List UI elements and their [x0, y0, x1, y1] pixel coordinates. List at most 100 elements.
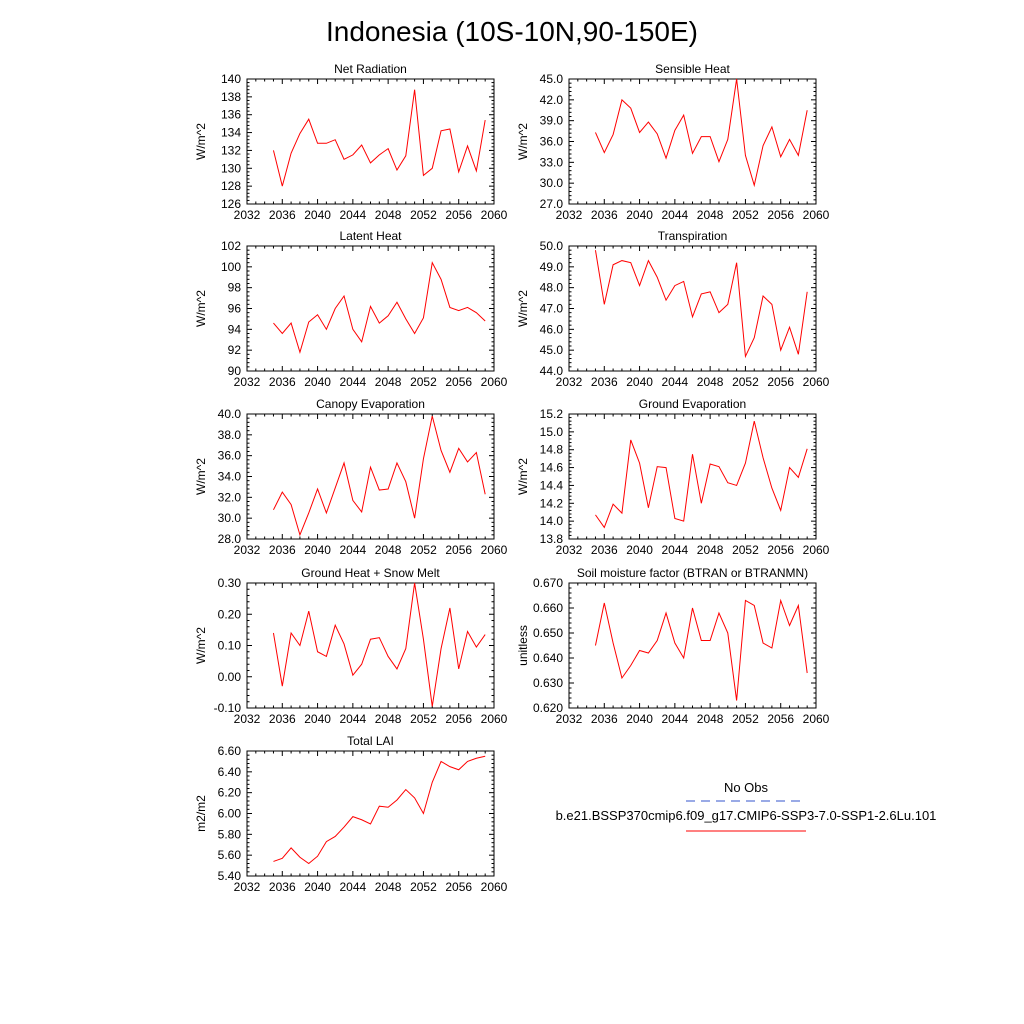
x-tick-label: 2052 — [410, 543, 437, 557]
panel-title: Net Radiation — [334, 62, 407, 76]
y-tick-label: 138 — [221, 90, 241, 104]
x-tick-label: 2044 — [340, 375, 367, 389]
x-tick-label: 2056 — [445, 543, 472, 557]
x-tick-label: 2048 — [375, 880, 402, 894]
panel-title: Latent Heat — [339, 229, 402, 243]
x-tick-label: 2032 — [556, 543, 583, 557]
panel-title: Ground Heat + Snow Melt — [301, 566, 440, 580]
y-tick-label: 36.0 — [218, 449, 242, 463]
y-tick-label: 46.0 — [540, 322, 564, 336]
y-axis-label: W/m^2 — [516, 458, 530, 495]
series-line-0 — [273, 415, 486, 537]
y-tick-label: 28.0 — [218, 532, 242, 546]
x-tick-label: 2044 — [662, 712, 689, 726]
x-tick-label: 2048 — [375, 712, 402, 726]
y-tick-label: 34.0 — [218, 470, 242, 484]
x-tick-label: 2040 — [304, 543, 331, 557]
y-tick-label: 47.0 — [540, 302, 564, 316]
y-tick-label: 5.80 — [218, 827, 242, 841]
y-axis-label: m2/m2 — [194, 795, 208, 832]
y-tick-label: 100 — [221, 260, 241, 274]
legend-label-0: No Obs — [724, 780, 769, 795]
y-tick-label: 0.20 — [218, 607, 242, 621]
x-tick-label: 2044 — [340, 880, 367, 894]
y-tick-label: 38.0 — [218, 428, 242, 442]
y-axis-label: unitless — [516, 625, 530, 666]
y-tick-label: 6.20 — [218, 786, 242, 800]
series-line-0 — [273, 261, 486, 355]
x-tick-label: 2048 — [375, 375, 402, 389]
x-tick-label: 2052 — [732, 712, 759, 726]
y-tick-label: 94 — [228, 322, 242, 336]
x-tick-label: 2036 — [269, 208, 296, 222]
x-tick-label: 2036 — [269, 880, 296, 894]
y-tick-label: 14.6 — [540, 461, 564, 475]
x-tick-label: 2048 — [697, 208, 724, 222]
y-tick-label: 13.8 — [540, 532, 564, 546]
y-tick-label: 126 — [221, 197, 241, 211]
chart-panel-2: Latent Heat 2032 2036 2040 2044 2048 2052 2056 2… — [194, 229, 508, 389]
x-tick-label: 2060 — [803, 712, 830, 726]
y-tick-label: -0.10 — [214, 701, 242, 715]
x-tick-label: 2052 — [410, 880, 437, 894]
y-tick-label: 96 — [228, 302, 242, 316]
series-line-0 — [595, 78, 808, 188]
x-tick-label: 2040 — [304, 375, 331, 389]
plot-frame — [568, 413, 817, 540]
y-tick-label: 45.0 — [540, 343, 564, 357]
y-tick-label: 6.60 — [218, 744, 242, 758]
y-tick-label: 6.00 — [218, 807, 242, 821]
x-tick-label: 2060 — [481, 543, 508, 557]
panel-title: Transpiration — [658, 229, 728, 243]
y-tick-label: 0.660 — [533, 601, 563, 615]
y-tick-label: 0.630 — [533, 676, 563, 690]
x-tick-label: 2040 — [304, 880, 331, 894]
y-tick-label: 14.8 — [540, 443, 564, 457]
y-tick-label: 36.0 — [540, 135, 564, 149]
legend: No Obs b.e21.BSSP370cmip6.f09_g17.CMIP6-… — [556, 780, 936, 832]
y-tick-label: 0.00 — [218, 670, 242, 684]
x-tick-label: 2032 — [234, 712, 261, 726]
series-line-0 — [594, 598, 808, 701]
y-tick-label: 40.0 — [218, 407, 242, 421]
x-tick-label: 2040 — [626, 712, 653, 726]
y-tick-label: 14.0 — [540, 514, 564, 528]
x-tick-label: 2032 — [234, 543, 261, 557]
y-tick-label: 102 — [221, 239, 241, 253]
y-tick-label: 30.0 — [218, 511, 242, 525]
x-tick-label: 2048 — [697, 543, 724, 557]
series-line-0 — [273, 755, 486, 865]
x-tick-label: 2032 — [234, 208, 261, 222]
chart-panel-5: Ground Evaporation 2032 2036 2040 2044 2048 20… — [516, 397, 830, 557]
x-tick-label: 2044 — [662, 208, 689, 222]
x-tick-label: 2044 — [340, 208, 367, 222]
plot-frame — [246, 750, 495, 877]
y-tick-label: 92 — [228, 343, 242, 357]
y-axis-label: W/m^2 — [516, 290, 530, 327]
y-tick-label: 132 — [221, 143, 241, 157]
y-tick-label: 44.0 — [540, 364, 564, 378]
x-tick-label: 2040 — [626, 375, 653, 389]
figure-title: Indonesia (10S-10N,90-150E) — [326, 16, 698, 47]
x-tick-label: 2044 — [662, 375, 689, 389]
x-tick-label: 2044 — [340, 543, 367, 557]
x-tick-label: 2036 — [591, 543, 618, 557]
series-line-0 — [594, 250, 808, 359]
y-tick-label: 0.30 — [218, 576, 242, 590]
x-tick-label: 2056 — [445, 712, 472, 726]
y-tick-label: 14.2 — [540, 496, 564, 510]
x-tick-label: 2040 — [626, 543, 653, 557]
y-tick-label: 42.0 — [540, 93, 564, 107]
y-tick-label: 45.0 — [540, 72, 564, 86]
panels: Net Radiation 2032 2036 2040 2044 2048 2052 205… — [194, 62, 830, 894]
chart-panel-1: Sensible Heat 2032 2036 2040 2044 2048 2052 205… — [516, 62, 830, 222]
y-tick-label: 30.0 — [540, 176, 564, 190]
y-tick-label: 0.670 — [533, 576, 563, 590]
plot-frame — [246, 245, 495, 372]
y-tick-label: 5.60 — [218, 848, 242, 862]
y-tick-label: 90 — [228, 364, 242, 378]
y-axis-label: W/m^2 — [194, 627, 208, 664]
x-tick-label: 2052 — [410, 375, 437, 389]
x-tick-label: 2036 — [591, 712, 618, 726]
